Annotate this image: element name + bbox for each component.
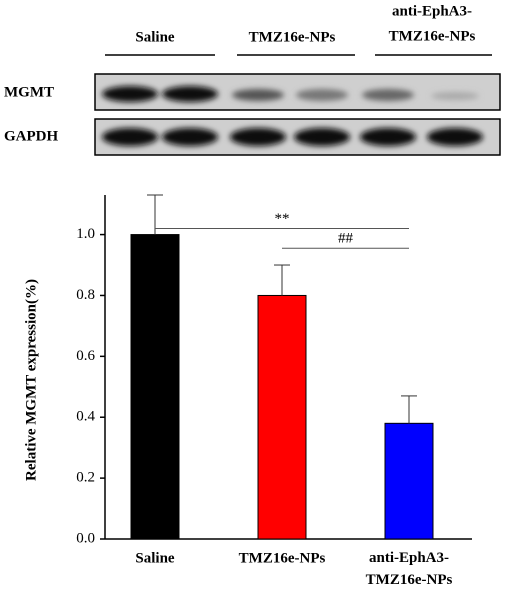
- x-tick-label: Saline: [135, 550, 175, 566]
- bar: [257, 294, 307, 540]
- bar: [130, 234, 180, 540]
- y-tick-label: 0.2: [76, 470, 95, 486]
- significance-label: **: [275, 211, 290, 227]
- blot-strip: [94, 73, 501, 111]
- western-blot: Saline TMZ16e-NPs anti-EphA3- TMZ16e-NPs…: [4, 3, 501, 156]
- x-tick-label: anti-EphA3-TMZ16e-NPs: [366, 550, 453, 588]
- group-label: Saline: [135, 29, 175, 45]
- group-label: TMZ16e-NPs: [389, 28, 476, 44]
- bar: [384, 422, 434, 540]
- y-tick-label: 0.4: [76, 409, 95, 425]
- group-label: TMZ16e-NPs: [249, 29, 336, 45]
- y-tick-label: 0.6: [76, 348, 95, 364]
- error-bar: [401, 395, 417, 424]
- bar-chart: Relative MGMT expression(%) 0.0 0.2 0.4 0.6…: [23, 194, 472, 588]
- y-tick-label: 0.8: [76, 287, 95, 303]
- error-bar: [147, 194, 163, 235]
- significance-label: ##: [338, 231, 354, 247]
- error-bar: [274, 264, 290, 296]
- y-axis-label: Relative MGMT expression(%): [23, 279, 39, 481]
- group-label: anti-EphA3-: [392, 3, 472, 19]
- row-label: MGMT: [4, 84, 54, 100]
- y-tick-label: 0.0: [76, 530, 95, 546]
- bands: [102, 86, 483, 146]
- y-tick-label: 1.0: [76, 226, 95, 242]
- row-label: GAPDH: [4, 128, 58, 144]
- x-tick-label: TMZ16e-NPs: [239, 550, 326, 566]
